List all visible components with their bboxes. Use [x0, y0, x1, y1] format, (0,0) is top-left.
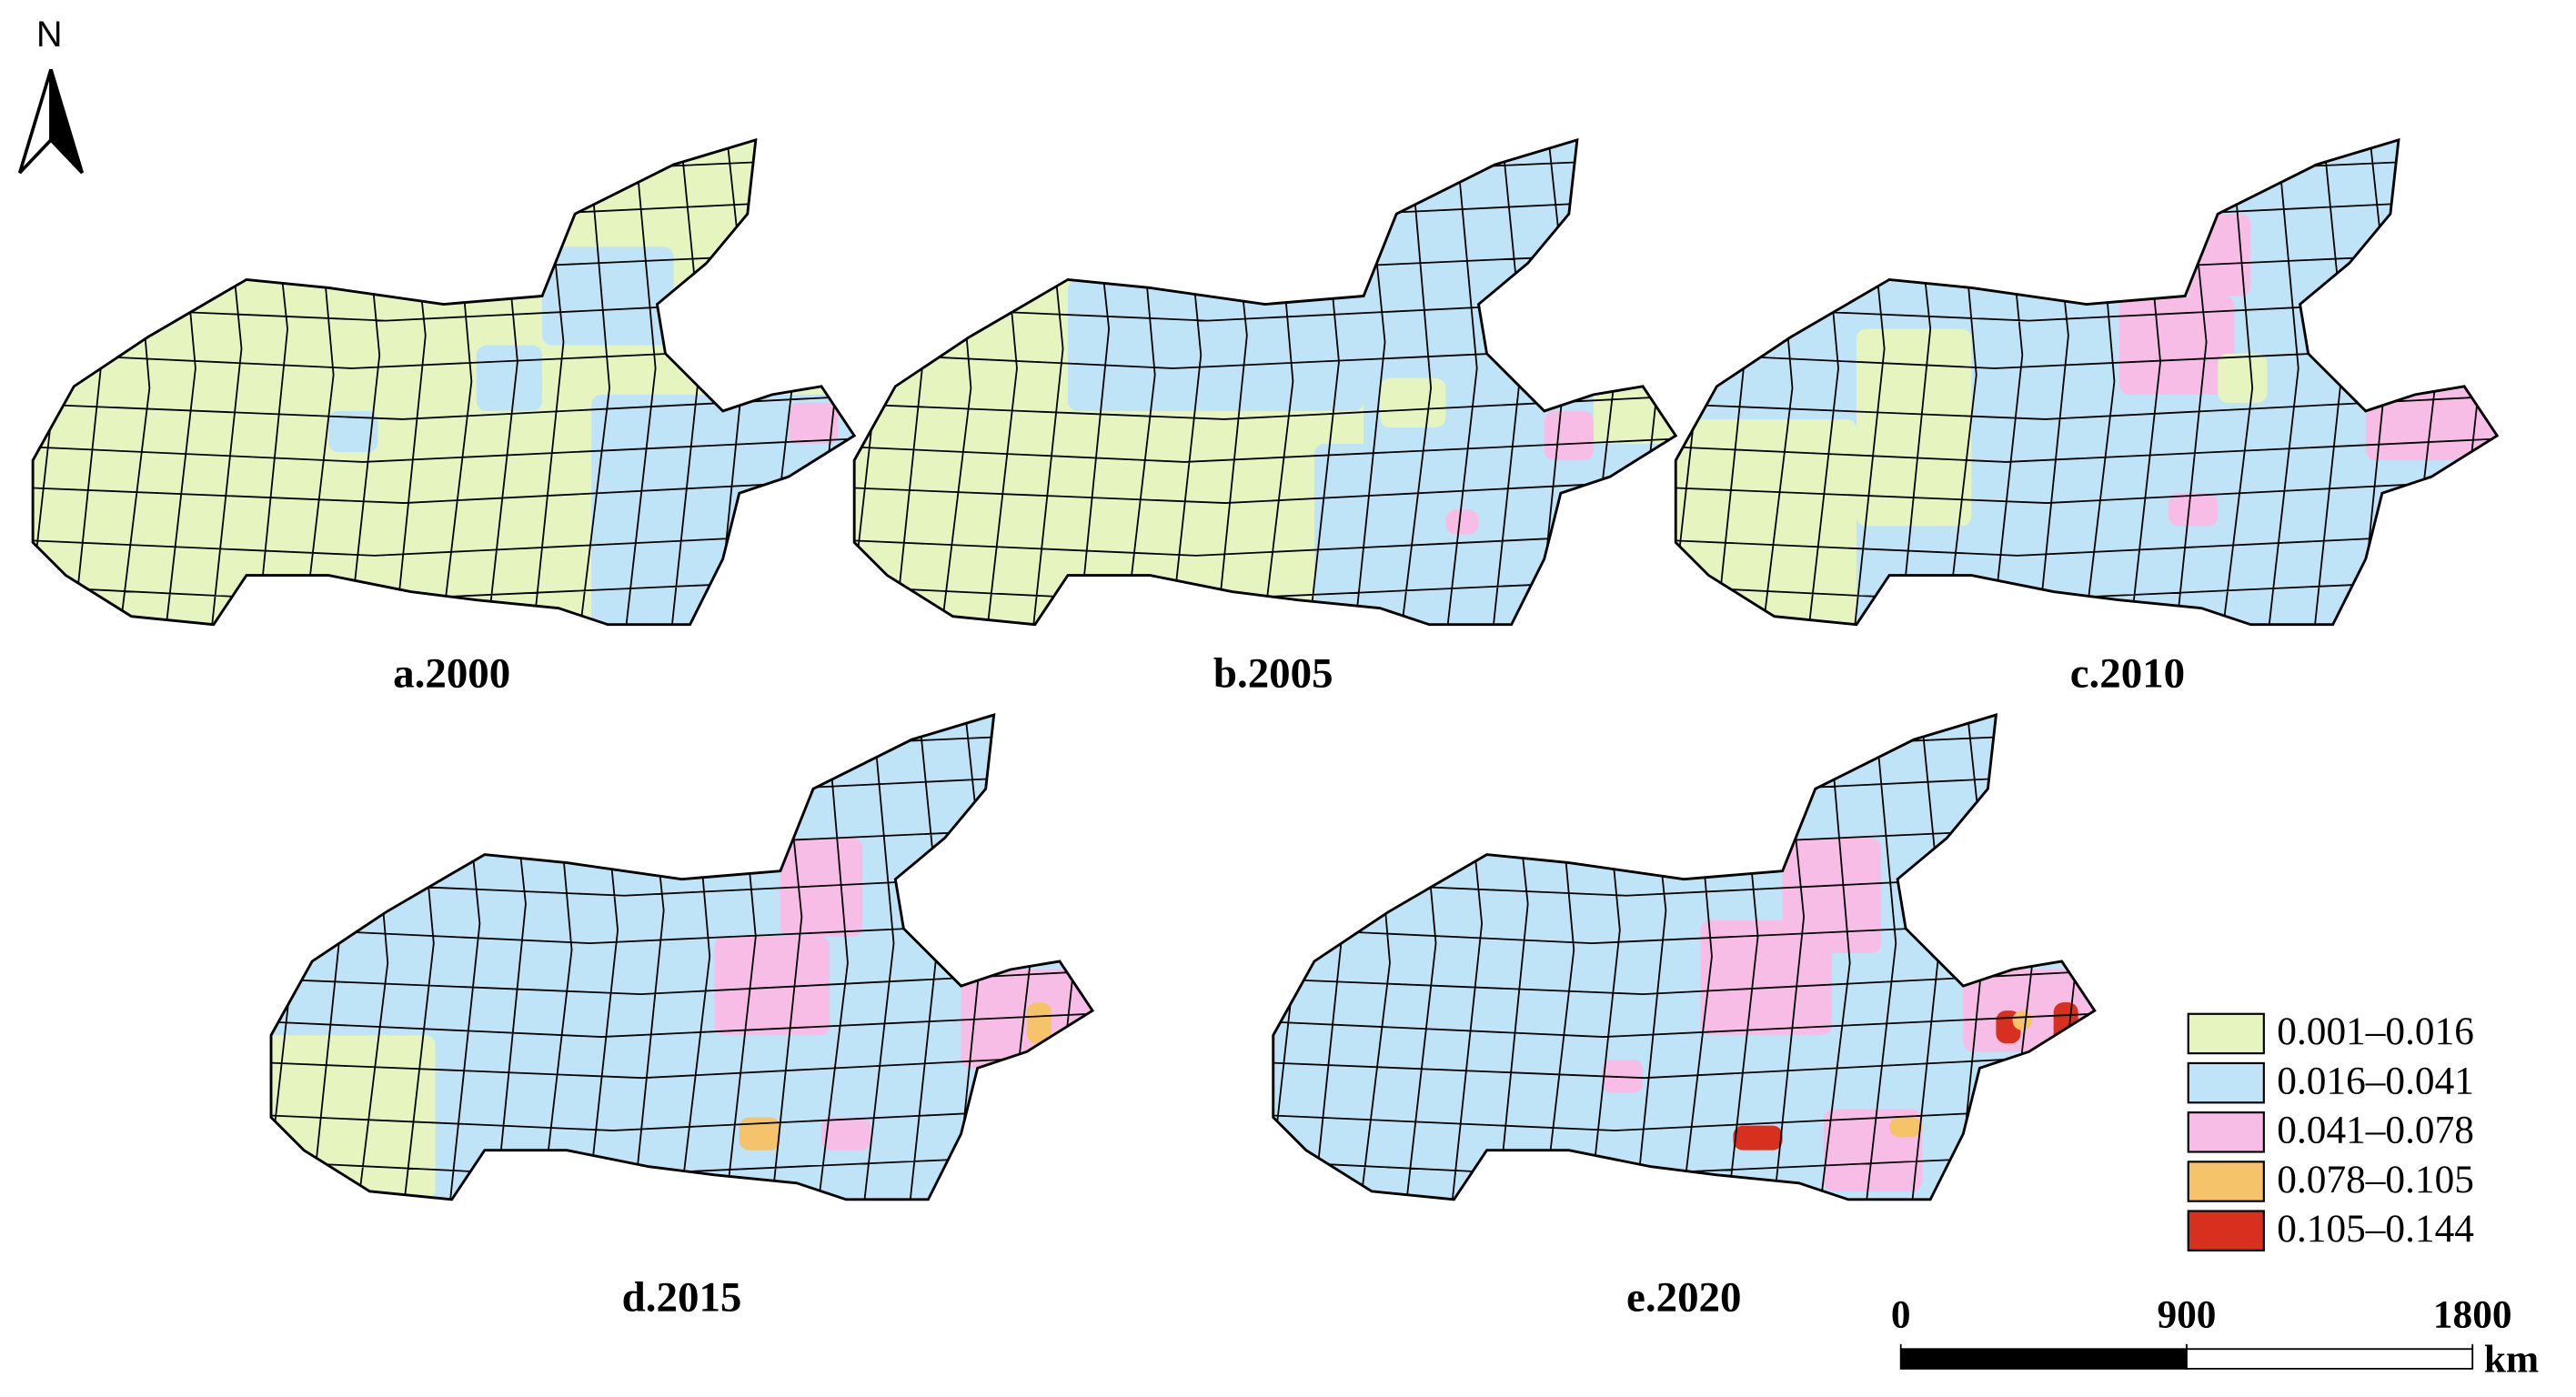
region [1889, 1117, 1923, 1138]
map-outline [269, 713, 1095, 1201]
map-panel [269, 713, 1095, 1201]
scale-segment [2186, 1348, 2474, 1370]
map-fill [33, 139, 855, 625]
map-label: b.2005 [1213, 649, 1333, 697]
region [1733, 1125, 1783, 1151]
legend-swatch [2187, 1210, 2265, 1251]
region [2218, 353, 2268, 403]
map-label: a.2000 [393, 649, 510, 697]
north-label: N [36, 15, 63, 55]
map-outline [31, 137, 857, 627]
legend-label: 0.041–0.078 [2277, 1109, 2474, 1152]
region [821, 1117, 871, 1151]
region [2118, 296, 2235, 395]
map-label: e.2020 [1626, 1274, 1741, 1322]
legend-swatch [2187, 1161, 2265, 1202]
map-label: d.2015 [622, 1274, 742, 1322]
region [33, 139, 855, 625]
scale-tick-label: 1800 [2433, 1293, 2512, 1337]
region [714, 936, 830, 1036]
region [1067, 279, 1364, 411]
legend-label: 0.016–0.041 [2277, 1059, 2474, 1102]
region [1782, 838, 1882, 953]
map-fill [1675, 139, 2498, 625]
north-arrow: N [17, 15, 85, 175]
scale-unit: km [2484, 1338, 2539, 1382]
legend-label: 0.078–0.105 [2277, 1158, 2474, 1201]
map-outline [1674, 137, 2500, 627]
map-outline [1272, 713, 2097, 1201]
legend-label: 0.105–0.144 [2277, 1207, 2474, 1251]
map-panel [852, 137, 1678, 627]
region [2168, 493, 2219, 527]
map-fill [1273, 715, 2095, 1200]
legend-label: 0.001–0.016 [2277, 1010, 2474, 1053]
map-panel [1272, 713, 2097, 1201]
region [1273, 715, 2095, 1200]
region [2012, 1010, 2033, 1030]
legend-swatch [2187, 1012, 2265, 1055]
region [739, 1117, 780, 1151]
map-fill [271, 715, 1093, 1200]
map-fill [854, 139, 1676, 625]
scale-segment [1899, 1348, 2188, 1370]
legend: 0.001–0.016 0.016–0.041 0.041–0.078 0.078–0… [2187, 1010, 2474, 1251]
scale-tick-label: 0 [1891, 1293, 1911, 1337]
region [542, 246, 674, 346]
scale-tick-label: 900 [2157, 1293, 2216, 1337]
region [476, 345, 543, 411]
region [1380, 377, 1446, 427]
region [1026, 1002, 1052, 1044]
region [1856, 328, 1972, 527]
region [1544, 410, 1594, 461]
region [271, 1035, 436, 1200]
region [328, 410, 378, 453]
region [788, 402, 839, 445]
legend-swatch [2187, 1111, 2265, 1153]
map-panel [31, 137, 857, 627]
map-panel [1674, 137, 2500, 627]
map-outline [852, 137, 1678, 627]
region [1445, 509, 1479, 535]
legend-swatch [2187, 1061, 2265, 1104]
map-label: c.2010 [2070, 649, 2185, 697]
